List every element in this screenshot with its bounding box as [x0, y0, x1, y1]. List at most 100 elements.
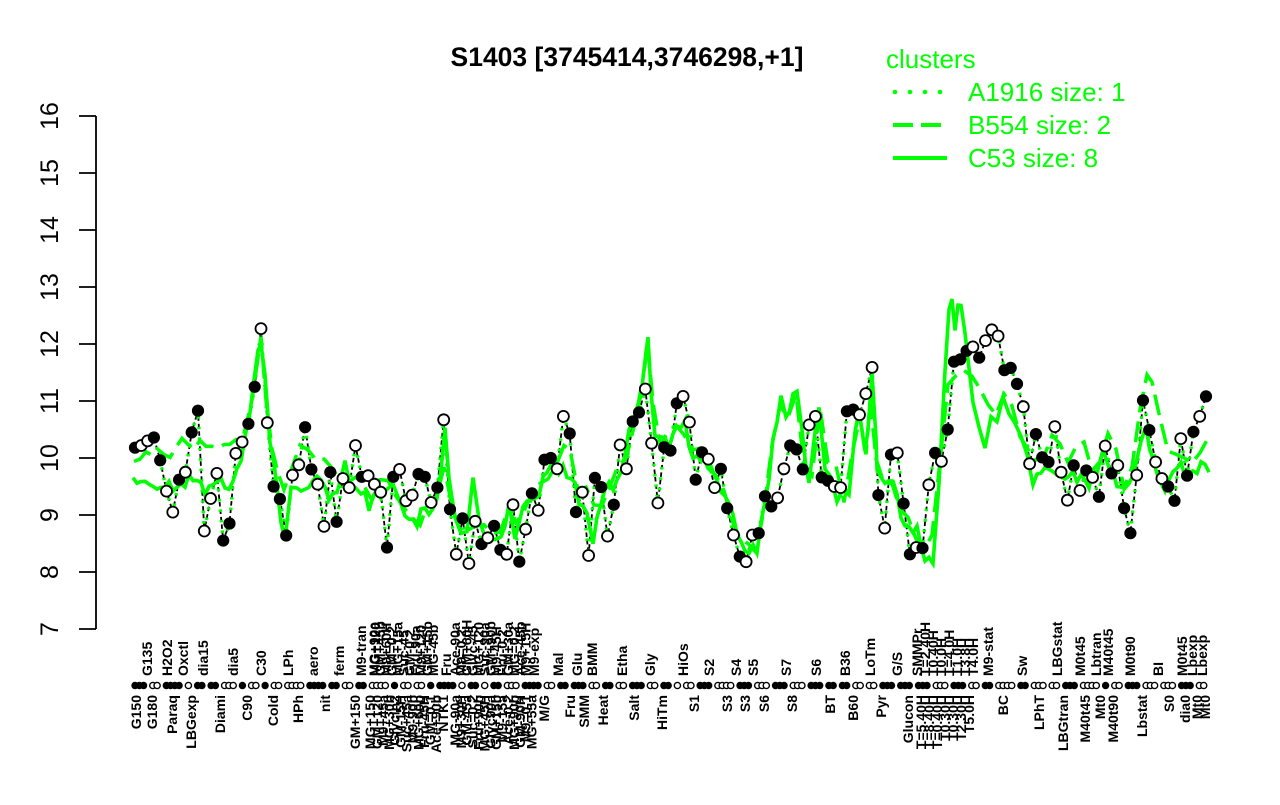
- svg-text:G135: G135: [139, 642, 155, 676]
- svg-text:T=0.40H: T=0.40H: [929, 695, 945, 749]
- svg-text:Ace+90b: Ace+90b: [428, 695, 444, 753]
- svg-text:13: 13: [36, 273, 64, 301]
- svg-text:MG=0.2: MG=0.2: [506, 626, 522, 676]
- svg-text:G150: G150: [128, 695, 144, 729]
- svg-text:Mal: Mal: [550, 653, 566, 676]
- svg-text:M9-tran: M9-tran: [353, 625, 369, 676]
- svg-text:MG+150: MG+150: [362, 695, 378, 749]
- svg-text:M9+15H: M9+15H: [518, 623, 534, 676]
- svg-text:10: 10: [36, 444, 64, 472]
- svg-text:GM-0.2: GM-0.2: [401, 629, 417, 676]
- svg-text:Glucon: Glucon: [900, 695, 916, 743]
- svg-text:MG-90a: MG-90a: [447, 695, 463, 746]
- svg-text:GM-90H: GM-90H: [512, 695, 528, 748]
- svg-text:C90: C90: [239, 695, 255, 721]
- svg-text:T=4.0H: T=4.0H: [941, 630, 957, 676]
- svg-text:Gly: Gly: [642, 653, 658, 676]
- svg-text:Ace-0.2: Ace-0.2: [500, 695, 516, 745]
- svg-text:HPh: HPh: [290, 695, 306, 723]
- svg-text:GM+15b: GM+15b: [488, 695, 504, 750]
- svg-text:Fru+90b: Fru+90b: [471, 695, 487, 750]
- svg-text:dia0: dia0: [1177, 695, 1193, 723]
- svg-text:M9-stat: M9-stat: [980, 627, 996, 676]
- svg-text:Glu: Glu: [569, 653, 585, 676]
- svg-text:Ace-45b: Ace-45b: [512, 622, 528, 676]
- svg-text:H2O2: H2O2: [159, 639, 175, 676]
- svg-text:aero: aero: [305, 646, 321, 676]
- svg-text:Heat: Heat: [595, 695, 611, 726]
- svg-text:Lbexp: Lbexp: [1194, 635, 1210, 676]
- svg-text:T=2.40H: T=2.40H: [917, 622, 933, 676]
- svg-text:SMM: SMM: [576, 695, 592, 728]
- svg-text:Fru: Fru: [438, 653, 454, 676]
- svg-text:T3.8H: T3.8H: [957, 638, 973, 676]
- svg-text:S3: S3: [737, 695, 753, 712]
- svg-text:7: 7: [36, 622, 64, 636]
- svg-text:LoTm: LoTm: [862, 638, 878, 676]
- svg-text:M9-exp: M9-exp: [526, 628, 542, 676]
- svg-text:MG+30b: MG+30b: [381, 695, 397, 750]
- svg-text:LBGstat: LBGstat: [1049, 621, 1065, 676]
- svg-text:M9-15a: M9-15a: [494, 695, 510, 743]
- svg-text:GM+90b: GM+90b: [482, 621, 498, 676]
- svg-text:Lbstat: Lbstat: [1134, 695, 1150, 737]
- svg-text:T0.40H: T0.40H: [925, 630, 941, 676]
- svg-text:dia15: dia15: [195, 640, 211, 676]
- svg-text:C53 size: 8: C53 size: 8: [968, 143, 1098, 173]
- svg-text:T0.30H: T0.30H: [945, 695, 961, 741]
- svg-text:16: 16: [36, 102, 64, 130]
- svg-text:GM+120: GM+120: [369, 695, 385, 749]
- svg-text:T0.30H: T0.30H: [937, 695, 953, 741]
- svg-text:Mt0: Mt0: [1092, 695, 1108, 719]
- svg-text:S8: S8: [784, 695, 800, 712]
- svg-text:M40t90: M40t90: [1105, 695, 1121, 743]
- svg-text:LBGtran: LBGtran: [1055, 695, 1071, 751]
- svg-text:B554 size: 2: B554 size: 2: [968, 110, 1111, 140]
- svg-text:11: 11: [36, 388, 64, 414]
- svg-text:B60: B60: [845, 695, 861, 721]
- svg-text:M9+120: M9+120: [413, 625, 429, 676]
- svg-text:Diami: Diami: [212, 695, 228, 733]
- svg-text:Paraq: Paraq: [164, 695, 180, 734]
- svg-text:Fru-45H: Fru-45H: [416, 695, 432, 748]
- svg-text:Mt0: Mt0: [1189, 695, 1205, 719]
- svg-text:M9=0.1: M9=0.1: [518, 695, 534, 742]
- svg-text:MG+90b: MG+90b: [506, 695, 522, 750]
- svg-text:HiOs: HiOs: [675, 643, 691, 676]
- svg-text:Cold: Cold: [265, 695, 281, 726]
- svg-text:M9+60H: M9+60H: [378, 623, 394, 676]
- svg-text:MG+120: MG+120: [367, 622, 383, 676]
- svg-text:Glycin2: Glycin2: [387, 695, 403, 746]
- svg-text:T0.0H: T0.0H: [933, 638, 949, 676]
- svg-text:GM+45b: GM+45b: [372, 621, 388, 676]
- svg-text:LPh: LPh: [280, 650, 296, 676]
- svg-text:C30: C30: [253, 650, 269, 676]
- svg-text:Ace-90a: Ace-90a: [447, 622, 463, 676]
- svg-text:Suc+45a: Suc+45a: [399, 695, 415, 752]
- svg-text:T4.0H: T4.0H: [965, 638, 981, 676]
- svg-text:M40t45: M40t45: [1077, 695, 1093, 743]
- svg-text:HiTm: HiTm: [654, 695, 670, 730]
- svg-text:MG-45b: MG-45b: [425, 625, 441, 676]
- svg-text:G180: G180: [144, 695, 160, 729]
- svg-text:clusters: clusters: [886, 44, 976, 74]
- svg-text:Fru-90a: Fru-90a: [407, 625, 423, 676]
- svg-text:LBGexp: LBGexp: [183, 695, 199, 749]
- svg-text:S1: S1: [686, 695, 702, 712]
- svg-text:T=5.40H: T=5.40H: [913, 695, 929, 749]
- svg-text:T1.0H: T1.0H: [949, 638, 965, 676]
- svg-text:MG+90a: MG+90a: [366, 622, 382, 676]
- svg-text:Lbexp: Lbexp: [1184, 635, 1200, 676]
- svg-text:14: 14: [36, 216, 64, 244]
- svg-text:Fru: Fru: [562, 695, 578, 718]
- svg-text:Fru-0.2: Fru-0.2: [494, 629, 510, 676]
- svg-text:Suc=0.2: Suc=0.2: [465, 695, 481, 749]
- svg-text:A1916 size: 1: A1916 size: 1: [968, 77, 1126, 107]
- svg-text:MG+15a: MG+15a: [390, 622, 406, 676]
- svg-text:T2.30H: T2.30H: [953, 695, 969, 741]
- svg-text:S3: S3: [719, 695, 735, 712]
- svg-text:Pyr: Pyr: [873, 694, 889, 717]
- svg-text:M9+30H: M9+30H: [453, 695, 469, 748]
- svg-text:15: 15: [36, 159, 64, 187]
- svg-text:T5.0H: T5.0H: [961, 695, 977, 733]
